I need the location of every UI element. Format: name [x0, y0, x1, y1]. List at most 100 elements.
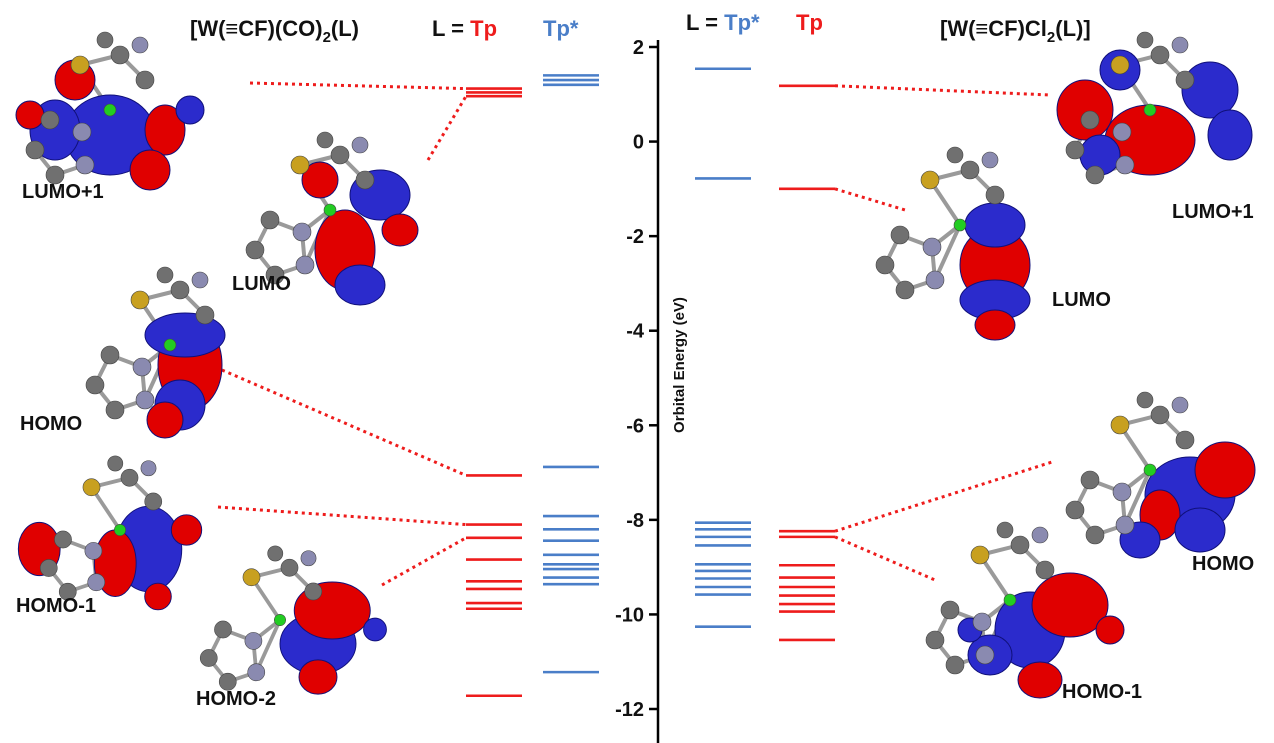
connector-left-lumo-plus-1 [249, 81, 467, 91]
atom [58, 582, 77, 601]
orbital-label-right-homo-1: HOMO-1 [1062, 681, 1142, 703]
atom [1065, 500, 1085, 520]
atom [920, 170, 940, 190]
y-tick-label: -2 [626, 226, 644, 248]
orbital-lobe [298, 659, 338, 695]
atom [925, 630, 945, 650]
atom [925, 270, 945, 290]
atom [1085, 165, 1105, 185]
orbital-label-left-homo: HOMO [20, 413, 82, 435]
atom [1110, 55, 1130, 75]
y-tick-label: -12 [615, 699, 644, 721]
atom [195, 305, 215, 325]
atom [1115, 155, 1135, 175]
orbital-right-lumo-plus-1 [1056, 31, 1253, 185]
orbital-right-homo-1 [925, 521, 1125, 699]
atom [274, 614, 286, 626]
y-tick-label: 0 [633, 132, 644, 154]
atom [260, 210, 280, 230]
atom [132, 357, 152, 377]
atom [290, 155, 310, 175]
orbital-left-homo-2 [199, 545, 387, 695]
atom [156, 266, 174, 284]
y-tick-label: -4 [626, 321, 645, 343]
bond [1123, 469, 1152, 526]
atom [1110, 415, 1130, 435]
orbital-lobe [363, 617, 387, 642]
connector-left-homo [221, 368, 467, 477]
orbital-pictures [15, 31, 1256, 699]
atom [100, 345, 120, 365]
atom [875, 255, 895, 275]
orbital-lobe [1056, 79, 1114, 141]
orbital-lobe [381, 213, 419, 247]
atom [110, 45, 130, 65]
atom [75, 155, 95, 175]
atom [163, 338, 177, 352]
atom [84, 542, 103, 560]
orbital-lobe [144, 582, 172, 611]
atom [981, 151, 999, 169]
orbital-lobe [1095, 615, 1125, 645]
atom [330, 145, 350, 165]
orbital-lobe [144, 104, 186, 156]
atom [245, 240, 265, 260]
right-title: [W(≡CF)Cl2(L)] [940, 16, 1091, 46]
atom [996, 521, 1014, 539]
atom [96, 31, 114, 49]
atom [972, 612, 992, 632]
atom [1136, 391, 1154, 409]
atom [114, 524, 126, 536]
atom [316, 131, 334, 149]
atom [135, 390, 155, 410]
atom [304, 582, 323, 601]
atom [953, 218, 967, 232]
y-tick-label: -8 [626, 510, 644, 532]
atom [135, 70, 155, 90]
atom [1150, 45, 1170, 65]
atom [970, 545, 990, 565]
atom [140, 460, 157, 477]
connector-left-homo-1 [217, 505, 467, 527]
atom [87, 573, 106, 592]
orbital-lobe [1017, 661, 1063, 699]
atom [242, 568, 261, 587]
connector-lines [217, 81, 1053, 587]
connector-left-lumo [426, 95, 468, 161]
atom [300, 550, 317, 567]
atom [130, 290, 150, 310]
bond [254, 619, 282, 674]
atom [1080, 470, 1100, 490]
atom [105, 400, 125, 420]
orbital-lobe [1031, 572, 1109, 638]
orbital-lobe [15, 100, 45, 130]
atom [45, 165, 65, 185]
atom [280, 558, 299, 577]
atom [218, 672, 237, 691]
atom [85, 375, 105, 395]
y-tick-label: -10 [615, 604, 644, 626]
atom [267, 545, 284, 562]
bond [933, 224, 962, 281]
atom [1143, 463, 1157, 477]
atom [40, 110, 60, 130]
atom [1115, 515, 1135, 535]
connector-right-lumo [834, 187, 906, 212]
orbital-label-left-homo-1: HOMO-1 [16, 595, 96, 617]
atom [355, 170, 375, 190]
orbital-lobe [301, 161, 339, 199]
orbital-lobe [1194, 441, 1256, 499]
atom [191, 271, 209, 289]
left-title: [W(≡CF)(CO)2(L) [190, 16, 359, 46]
atom [946, 146, 964, 164]
orbital-label-right-lumo-plus-1: LUMO+1 [1172, 201, 1254, 223]
atom [107, 455, 124, 472]
atom [1031, 526, 1049, 544]
atom [890, 225, 910, 245]
atom [351, 136, 369, 154]
atom [131, 36, 149, 54]
orbital-lobe [175, 95, 205, 125]
connector-left-homo-2 [381, 536, 467, 587]
atom [1175, 70, 1195, 90]
